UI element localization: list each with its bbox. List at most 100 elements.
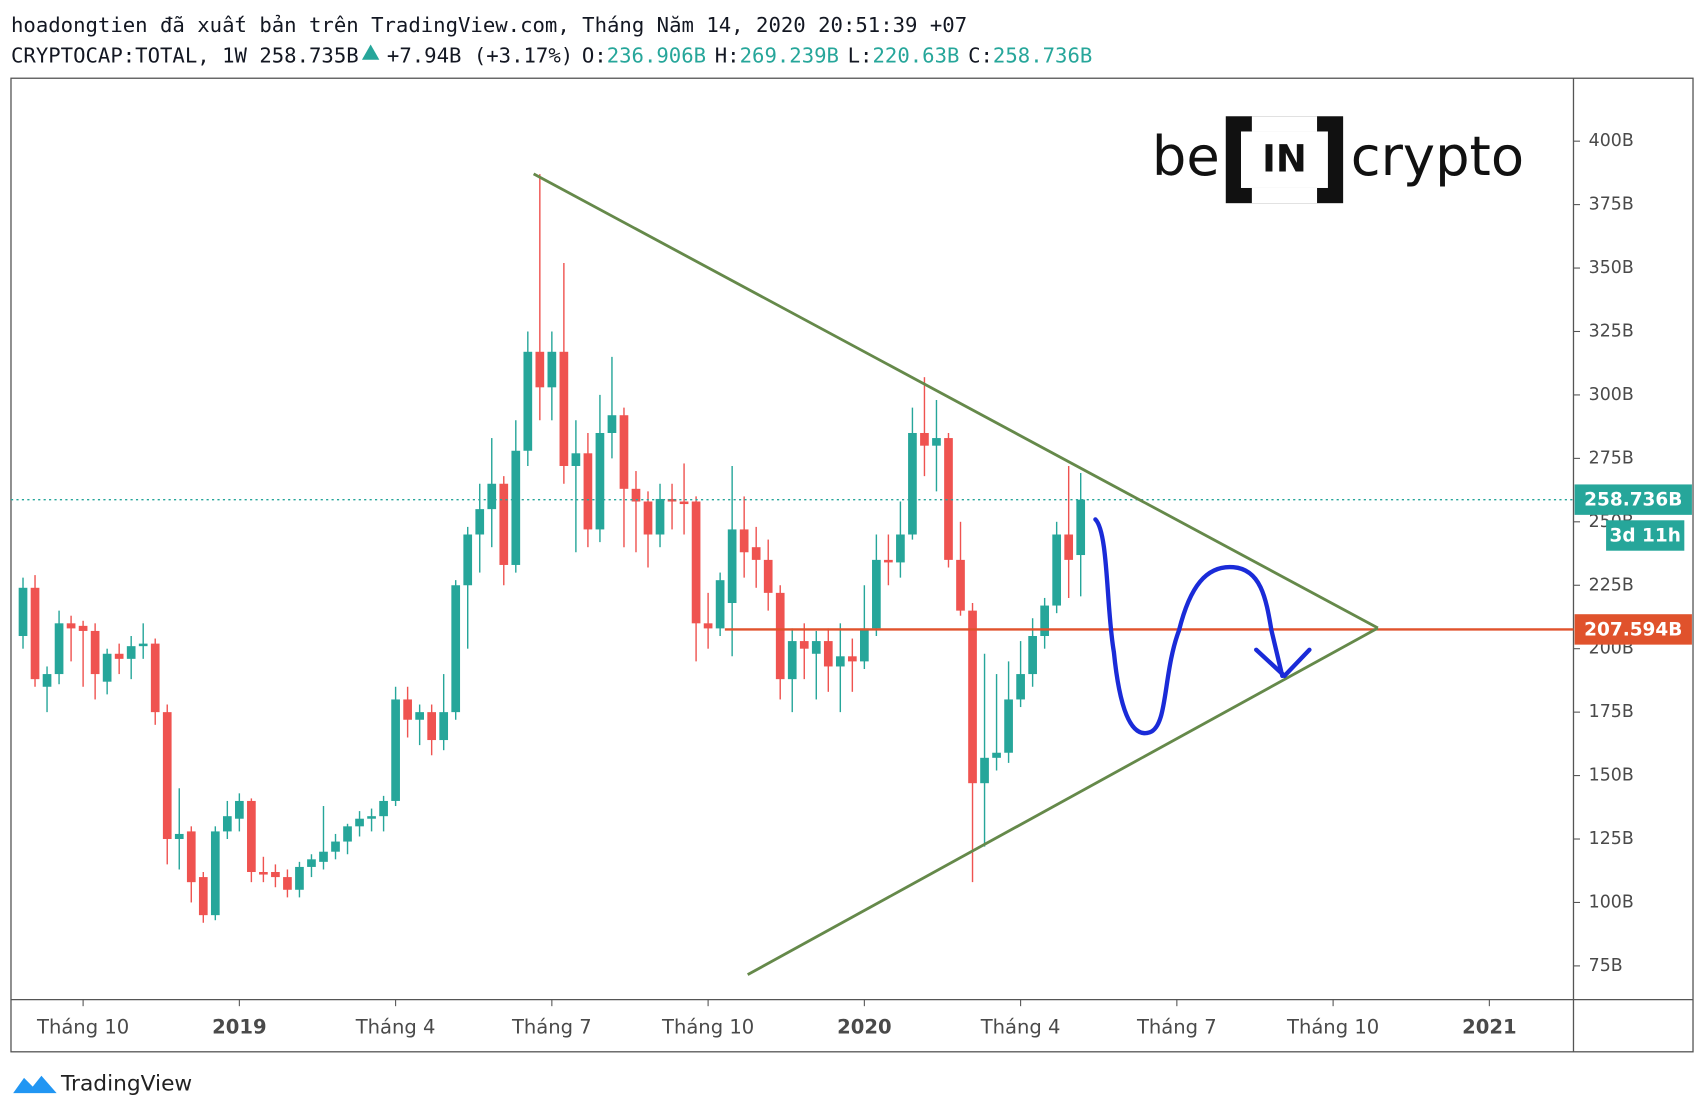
candle-body [835, 656, 845, 667]
candle-body [1064, 534, 1074, 560]
candle-body [763, 559, 773, 593]
candle-body [727, 529, 737, 604]
chart-frame [10, 77, 1694, 1053]
candle-body [920, 432, 929, 446]
candle-body [367, 816, 376, 819]
x-tick-label: Tháng 7 [1136, 1015, 1217, 1038]
candle-body [679, 501, 689, 505]
candle-body [775, 592, 785, 680]
candle-body [18, 587, 28, 637]
candle-body [78, 625, 88, 631]
logo-be: be [1152, 125, 1220, 188]
tradingview-icon [13, 1075, 57, 1094]
drawings [532, 172, 1379, 976]
candle-body [427, 712, 437, 741]
candle-body [691, 501, 701, 624]
logo-gap-bottom [1251, 187, 1318, 204]
candle-body [980, 757, 989, 784]
x-tick-label: 2019 [212, 1015, 266, 1038]
candle-body [198, 877, 208, 916]
y-tick-label: 150B [1589, 766, 1634, 786]
x-tick-label: Tháng 4 [980, 1015, 1061, 1038]
y-tick-label: 225B [1589, 575, 1634, 595]
candle-body [1052, 534, 1062, 606]
y-tick-label: 400B [1589, 131, 1634, 151]
candle-body [511, 450, 521, 565]
candle-body [944, 438, 953, 560]
candle-body [379, 800, 388, 817]
y-tick-label: 300B [1589, 385, 1634, 405]
candle-body [559, 351, 569, 466]
candle-body [751, 547, 761, 560]
candle-body [932, 438, 941, 446]
candle-body [787, 641, 797, 680]
candle-body [655, 498, 665, 535]
candle-body [174, 833, 184, 840]
candle-body [1004, 699, 1013, 753]
candle-body [162, 712, 172, 840]
candle-body [799, 641, 809, 649]
candle-body [703, 623, 713, 629]
y-tick-label: 175B [1589, 702, 1634, 722]
symbol: CRYPTOCAP:TOTAL, 1W 258.735B [11, 44, 359, 68]
x-tick-label: Tháng 7 [511, 1015, 592, 1038]
candle-body [222, 816, 232, 832]
candle-body [1028, 636, 1037, 675]
candle-body [66, 623, 76, 629]
candle-body [992, 752, 1001, 758]
countdown-box [1606, 520, 1685, 551]
candle-body [247, 800, 256, 873]
candle-body [1016, 674, 1025, 700]
candle-body [860, 628, 869, 662]
candle-body [811, 641, 821, 654]
candle-body [715, 580, 725, 629]
logo: be IN crypto [1152, 116, 1524, 204]
candle-body [547, 351, 557, 388]
y-tick-label: 125B [1589, 829, 1634, 849]
hand-drawn-arrowhead [1254, 647, 1312, 679]
candle-body [535, 351, 545, 388]
candle-body [42, 674, 52, 687]
candle-body [403, 699, 412, 720]
candle-body [739, 529, 749, 553]
candle-body [319, 851, 328, 862]
x-tick-label: Tháng 4 [355, 1015, 436, 1038]
candle-body [1076, 499, 1086, 556]
candle-body [463, 534, 473, 586]
candle-body [271, 872, 280, 878]
candle-body [847, 656, 857, 662]
hand-drawn-curve [1093, 517, 1285, 736]
candle-body [355, 818, 364, 827]
candle-body [908, 432, 917, 535]
candle-body [896, 534, 905, 563]
candle-body [451, 585, 461, 713]
ohlc-value: 269.239B [740, 44, 839, 68]
candle-body [307, 859, 316, 867]
candle-body [499, 483, 509, 565]
candle-body [30, 587, 40, 680]
candle-body [138, 643, 148, 647]
y-tick-label: 350B [1589, 258, 1634, 278]
change: +7.94B (+3.17%) [387, 44, 573, 68]
candle-body [475, 509, 485, 535]
y-tick-label: 275B [1589, 448, 1634, 468]
candle-body [415, 712, 424, 720]
candle-body [607, 415, 617, 433]
countdown: 3d 11h [1610, 526, 1681, 547]
author-line: hoadongtien đã xuất bản trên TradingView… [11, 13, 967, 37]
candle-body [956, 559, 965, 611]
candle-body [391, 699, 400, 801]
x-tick-label: 2021 [1462, 1015, 1516, 1038]
footer-logo: TradingView [13, 1071, 192, 1096]
up-arrow [361, 44, 380, 60]
y-tick-label: 325B [1589, 321, 1634, 341]
candle-body [487, 483, 497, 510]
logo-crypto: crypto [1351, 125, 1524, 188]
candle-body [114, 653, 124, 659]
candle-body [283, 877, 292, 890]
candle-body [1040, 605, 1049, 637]
x-tick-label: Tháng 10 [661, 1015, 754, 1038]
candle-body [186, 831, 196, 883]
